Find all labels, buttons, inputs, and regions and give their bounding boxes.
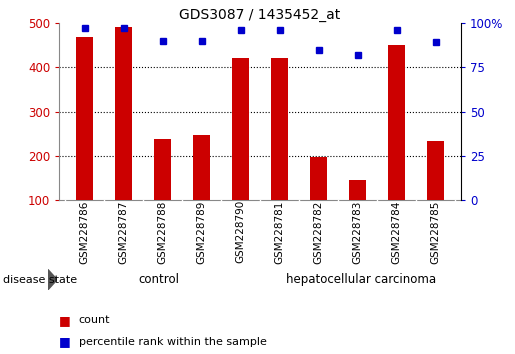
Bar [271, 57, 288, 200]
Text: GSM228789: GSM228789 [197, 200, 207, 264]
Text: GSM228787: GSM228787 [118, 200, 129, 264]
Bar [115, 28, 132, 200]
Text: percentile rank within the sample: percentile rank within the sample [79, 337, 267, 347]
Bar [388, 45, 405, 200]
Bar [232, 58, 249, 200]
Title: GDS3087 / 1435452_at: GDS3087 / 1435452_at [179, 8, 341, 22]
Text: GSM228785: GSM228785 [431, 200, 440, 264]
Text: disease state: disease state [3, 275, 77, 285]
Text: hepatocellular carcinoma: hepatocellular carcinoma [286, 273, 436, 286]
Text: GSM228781: GSM228781 [274, 200, 285, 264]
Text: ■: ■ [59, 335, 71, 348]
Bar [193, 135, 210, 200]
Bar [349, 180, 366, 200]
Polygon shape [48, 269, 57, 290]
Text: GSM228784: GSM228784 [391, 200, 402, 264]
Text: GSM228786: GSM228786 [80, 200, 90, 264]
Text: count: count [79, 315, 110, 325]
Bar [427, 141, 444, 200]
Text: control: control [139, 273, 179, 286]
Text: GSM228788: GSM228788 [158, 200, 167, 264]
Text: ■: ■ [59, 314, 71, 327]
Bar [76, 37, 93, 200]
Bar [310, 157, 328, 200]
Text: GSM228790: GSM228790 [235, 200, 246, 263]
Text: GSM228782: GSM228782 [314, 200, 323, 264]
Text: GSM228783: GSM228783 [353, 200, 363, 264]
Bar [154, 139, 171, 200]
